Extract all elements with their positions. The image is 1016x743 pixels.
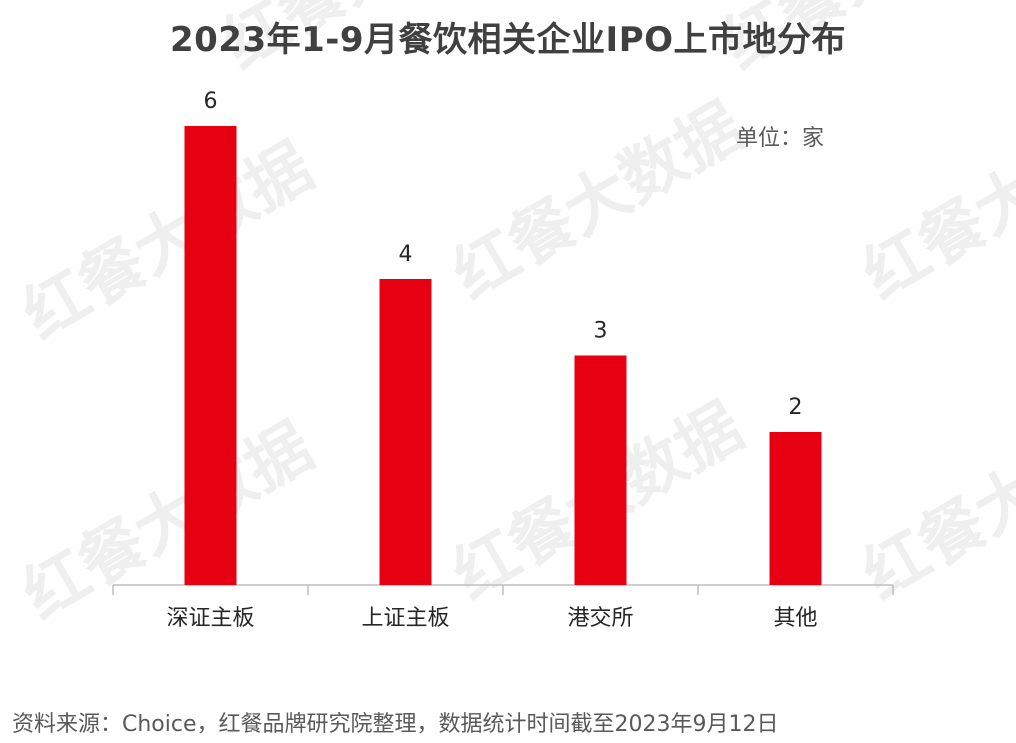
- chart-title: 2023年1-9月餐饮相关企业IPO上市地分布: [169, 20, 847, 60]
- value-label: 2: [789, 395, 803, 420]
- value-label: 4: [399, 242, 413, 267]
- bar-1: [184, 126, 237, 585]
- bar-4: [769, 432, 822, 585]
- unit-label: 单位：家: [736, 126, 825, 151]
- category-labels: 深证主板 上证主板 港交所 其他: [166, 606, 817, 631]
- category-label: 深证主板: [166, 606, 254, 631]
- bar-3: [574, 355, 627, 585]
- value-label: 6: [204, 89, 218, 114]
- watermark-text: 红餐大数据: [441, 90, 755, 314]
- watermark-text: 红餐大数据: [851, 90, 1016, 314]
- value-label: 3: [594, 319, 608, 344]
- bars: [184, 126, 822, 585]
- category-label: 其他: [773, 606, 817, 631]
- bar-2: [379, 279, 432, 585]
- value-labels: 6 4 3 2: [204, 89, 803, 420]
- watermark-layer: 红餐大数据红餐大数据红餐大数据红餐大数据红餐大数据红餐大数据红餐大数据红餐大数据: [11, 0, 1016, 634]
- watermark-text: 红餐大数据: [11, 410, 325, 634]
- watermark-text: 红餐大数据: [11, 130, 325, 354]
- watermark-text: 红餐大数据: [851, 390, 1016, 614]
- category-label: 上证主板: [361, 606, 449, 631]
- x-axis: [112, 584, 894, 595]
- source-note: 资料来源：Choice，红餐品牌研究院整理，数据统计时间截至2023年9月12日: [12, 712, 779, 737]
- category-label: 港交所: [567, 606, 633, 631]
